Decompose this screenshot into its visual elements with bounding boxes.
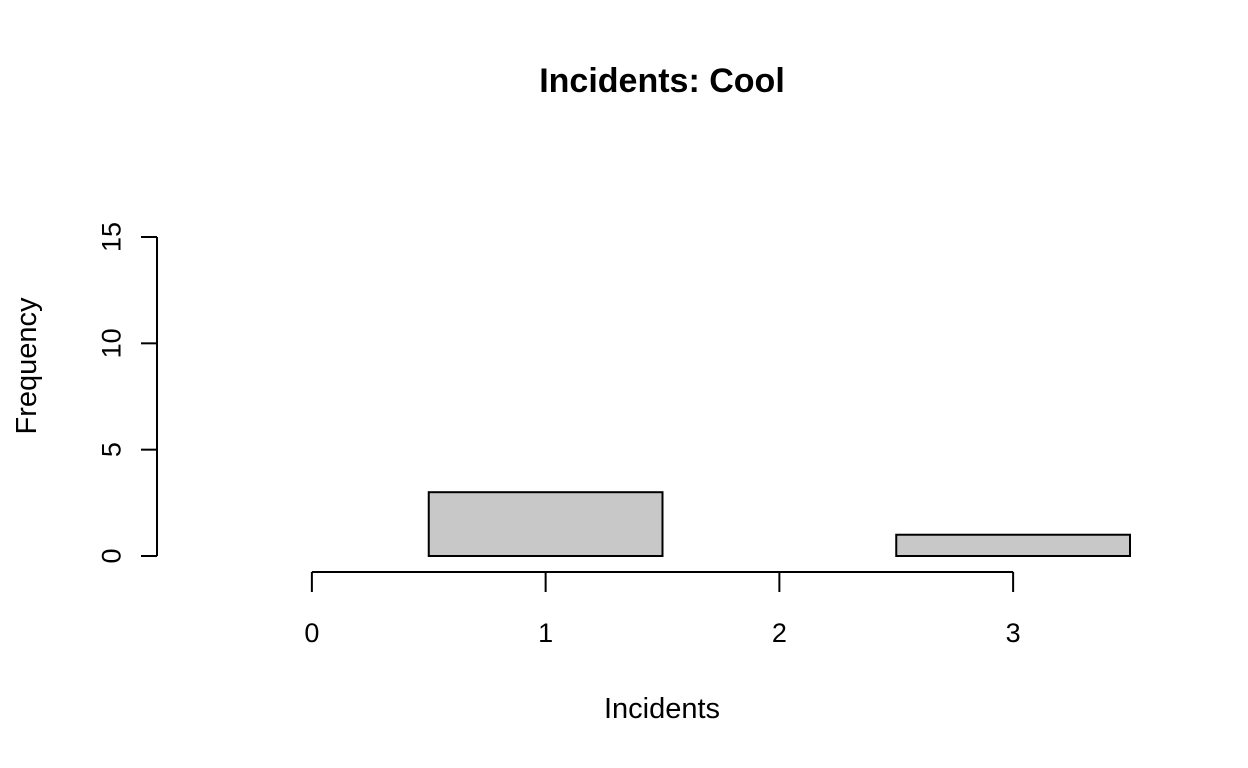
bars <box>427 491 1131 558</box>
x-axis-label: Incidents <box>604 693 720 725</box>
y-tick-label: 5 <box>96 442 126 457</box>
x-tick-label: 1 <box>538 618 553 648</box>
bar <box>427 491 664 558</box>
y-axis-label: Frequency <box>11 297 43 435</box>
bar <box>895 533 1131 558</box>
y-axis: 0 5 10 15 <box>96 222 158 564</box>
x-axis: 0 1 2 3 <box>304 571 1021 648</box>
y-tick-label: 10 <box>96 328 126 358</box>
x-ticks: 0 1 2 3 <box>304 572 1021 648</box>
x-tick-label: 2 <box>772 618 787 648</box>
chart-title: Incidents: Cool <box>539 62 785 100</box>
y-ticks: 0 5 10 15 <box>96 222 157 564</box>
y-tick-label: 15 <box>96 222 126 252</box>
x-tick-label: 3 <box>1006 618 1021 648</box>
x-tick-label: 0 <box>304 618 319 648</box>
y-tick-label: 0 <box>96 548 126 563</box>
